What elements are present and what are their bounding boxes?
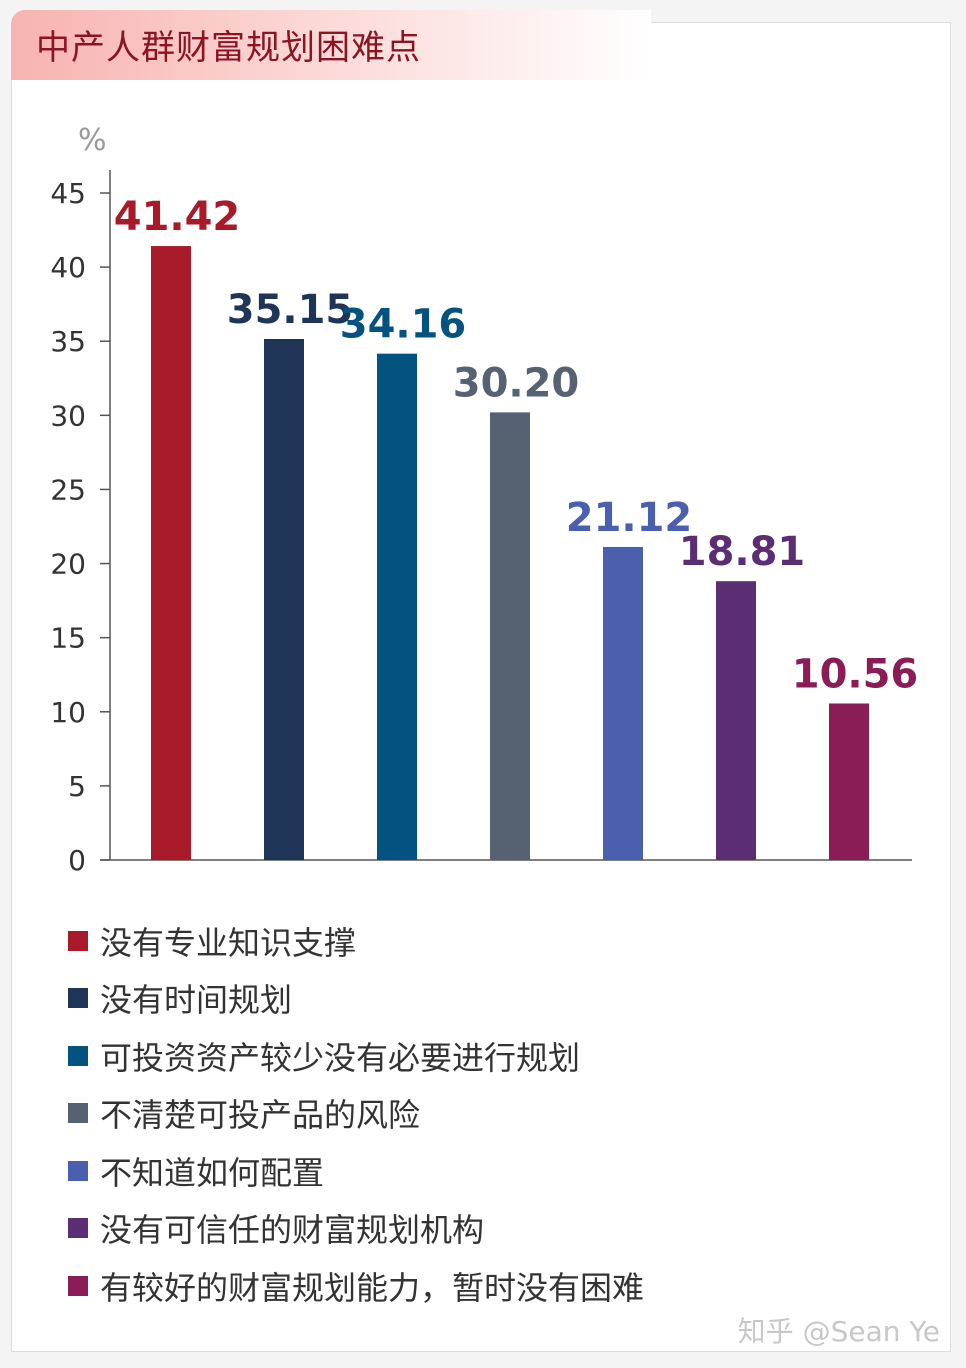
bar-value-label: 30.20	[453, 360, 580, 406]
y-tick-label: 5	[68, 770, 86, 803]
y-tick-label: 25	[50, 473, 86, 506]
legend-item: 不知道如何配置	[68, 1142, 644, 1200]
bar-value-label: 18.81	[679, 529, 806, 575]
y-tick-label: 40	[50, 251, 86, 284]
legend-swatch	[68, 1160, 88, 1181]
legend: 没有专业知识支撑 没有时间规划可投资资产较少没有必要进行规划 不清楚可投产品的风险不…	[68, 912, 644, 1315]
y-axis-unit: %	[78, 123, 107, 158]
legend-swatch	[68, 988, 88, 1009]
chart-title: 中产人群财富规划困难点	[36, 28, 421, 68]
bar	[151, 246, 191, 861]
legend-label: 不知道如何配置	[100, 1153, 325, 1192]
legend-swatch	[68, 1045, 88, 1066]
bar-value-label: 35.15	[227, 287, 354, 333]
watermark: 知乎 @Sean Ye	[737, 1315, 940, 1348]
legend-label: 有较好的财富规划能力，暂时没有困难	[100, 1268, 645, 1307]
legend-swatch	[68, 1218, 88, 1239]
legend-item: 不清楚可投产品的风险	[68, 1085, 644, 1143]
y-tick-label: 10	[50, 696, 86, 729]
legend-label: 不清楚可投产品的风险	[100, 1096, 421, 1135]
legend-item: 没有时间规划	[68, 970, 644, 1028]
bar	[716, 581, 756, 860]
y-tick-label: 35	[50, 325, 86, 358]
legend-item: 没有可信任的财富规划机构	[68, 1200, 644, 1258]
bar-value-label: 34.16	[340, 302, 467, 348]
legend-label: 没有可信任的财富规划机构	[100, 1211, 485, 1250]
legend-item: 没有专业知识支撑	[68, 912, 644, 970]
legend-label: 可投资资产较少没有必要进行规划	[100, 1038, 581, 1077]
legend-label: 没有时间规划	[100, 981, 293, 1020]
title-band	[11, 10, 651, 80]
y-tick-label: 15	[50, 622, 86, 655]
bar	[264, 338, 304, 860]
bar-value-label: 10.56	[792, 651, 919, 697]
y-tick-label: 0	[68, 844, 86, 877]
bar	[829, 703, 869, 860]
bar	[377, 353, 417, 860]
legend-swatch	[68, 1103, 88, 1124]
legend-item: 有较好的财富规划能力，暂时没有困难	[68, 1257, 644, 1315]
legend-item: 可投资资产较少没有必要进行规划	[68, 1027, 644, 1085]
legend-swatch	[68, 930, 88, 951]
y-tick-label: 30	[50, 399, 86, 432]
legend-label: 没有专业知识支撑	[100, 923, 357, 962]
bar	[603, 546, 643, 860]
y-tick-label: 20	[50, 548, 86, 581]
legend-swatch	[68, 1275, 88, 1296]
bar	[490, 412, 530, 860]
y-tick-label: 45	[50, 177, 86, 210]
bar-value-label: 21.12	[566, 495, 693, 541]
bar-value-label: 41.42	[114, 194, 241, 240]
